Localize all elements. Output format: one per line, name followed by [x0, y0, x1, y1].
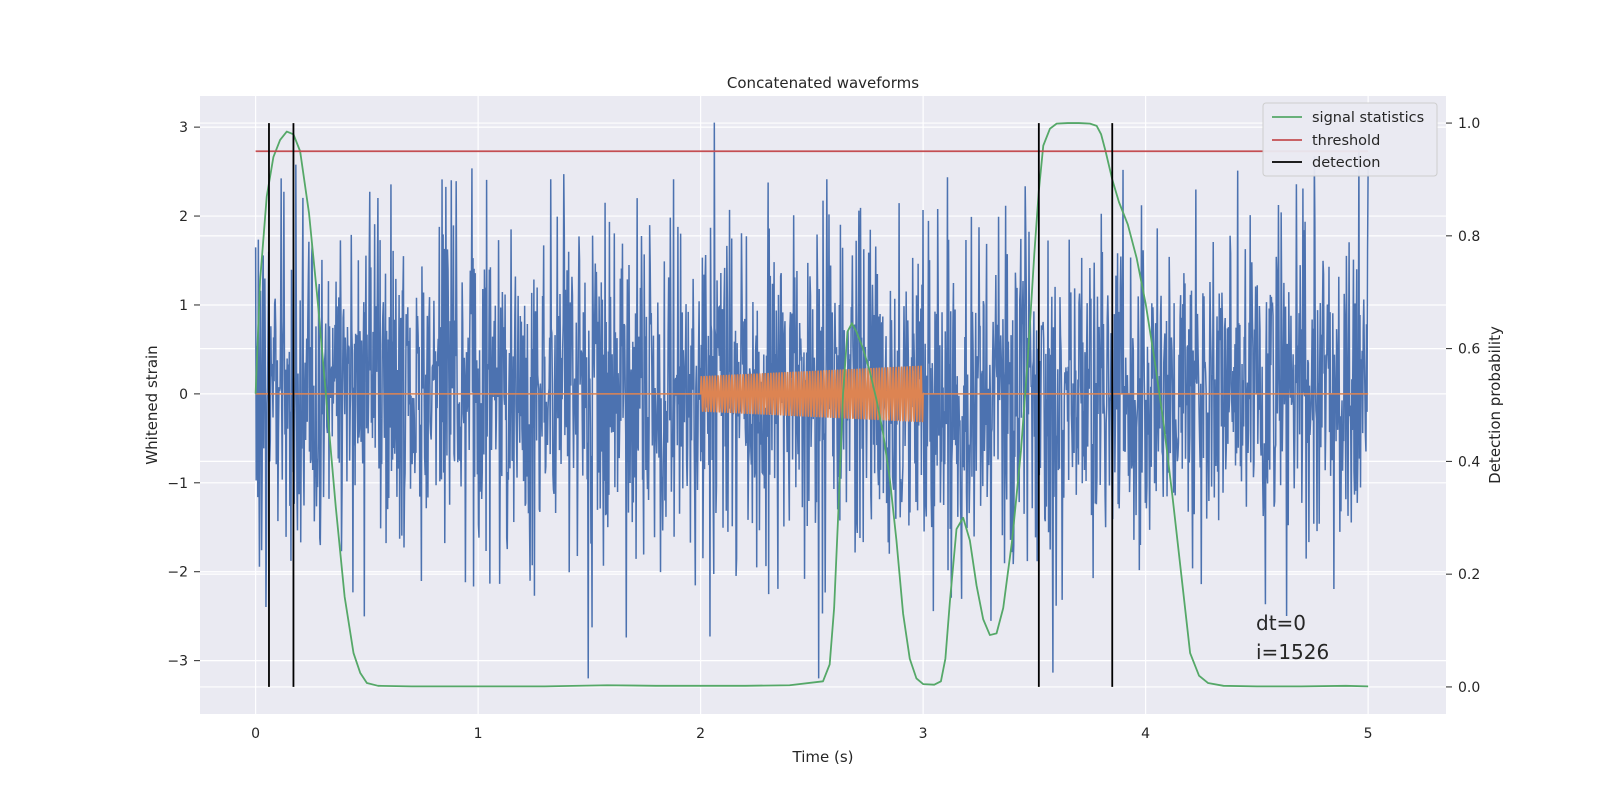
- y2-axis-label: Detection probability: [1486, 326, 1504, 484]
- injected-signal-trace: [255, 365, 1369, 423]
- x-tick-label-0: 0: [251, 726, 260, 742]
- y-tick-label-2: −1: [167, 476, 188, 492]
- x-tick-label-1: 1: [474, 726, 483, 742]
- y-tick-label-5: 2: [179, 209, 188, 225]
- y-tick-label-3: 0: [179, 387, 188, 403]
- y2-tick-label-4: 0.8: [1458, 229, 1480, 245]
- legend-label-detection: detection: [1312, 155, 1380, 171]
- x-tick-label-5: 5: [1364, 726, 1373, 742]
- y2-tick-label-5: 1.0: [1458, 116, 1480, 132]
- y2-tick-label-2: 0.4: [1458, 454, 1480, 470]
- annotation-i: i=1526: [1256, 640, 1329, 664]
- x-tick-label-3: 3: [919, 726, 928, 742]
- legend: signal statistics threshold detection: [1262, 102, 1438, 177]
- y2-tick-label-3: 0.6: [1458, 342, 1480, 358]
- axes: 0 1 2 3 4 5 −3 −2 −1 0 1 2 3 0.0 0.2 0.4 0.6 0.8 1.0: [167, 116, 1480, 742]
- y-tick-label-4: 1: [179, 298, 188, 314]
- y-tick-label-6: 3: [179, 120, 188, 136]
- x-tick-label-2: 2: [696, 726, 705, 742]
- x-tick-label-4: 4: [1141, 726, 1150, 742]
- legend-box: [1262, 102, 1438, 177]
- y-axis-label: Whitened strain: [143, 345, 161, 464]
- chart-title: Concatenated waveforms: [727, 74, 919, 92]
- y2-tick-label-1: 0.2: [1458, 567, 1480, 583]
- legend-label-threshold: threshold: [1312, 133, 1380, 149]
- signal-statistics-line: [254, 122, 1369, 688]
- x-axis-label: Time (s): [792, 748, 854, 766]
- data-layer: [254, 122, 1369, 688]
- y-tick-label-0: −3: [167, 654, 188, 670]
- y-tick-label-1: −2: [167, 565, 188, 581]
- legend-label-signal-statistics: signal statistics: [1312, 110, 1424, 126]
- y2-tick-label-0: 0.0: [1458, 680, 1480, 696]
- annotation-dt: dt=0: [1256, 611, 1306, 635]
